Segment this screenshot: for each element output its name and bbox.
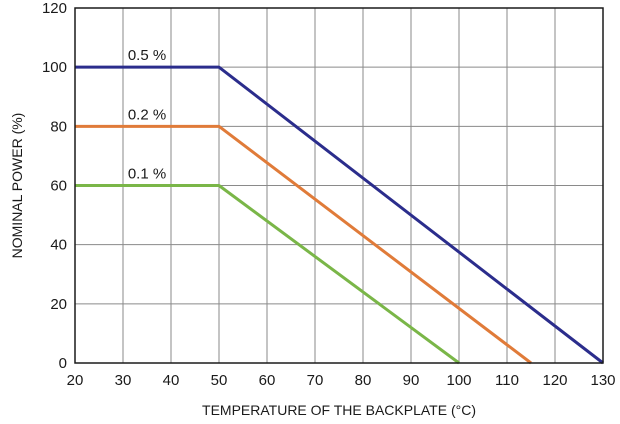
x-axis-label: TEMPERATURE OF THE BACKPLATE (°C) (202, 402, 476, 418)
x-tick-label: 100 (446, 372, 471, 389)
x-tick-label: 110 (495, 372, 519, 389)
x-tick-label: 30 (115, 372, 132, 389)
series-lines (75, 65, 604, 365)
x-tick-label: 20 (67, 372, 84, 389)
y-tick-label: 0 (59, 355, 67, 372)
series-line (75, 184, 460, 365)
x-tick-label: 60 (259, 372, 276, 389)
plot-frame (74, 7, 604, 364)
y-tick-label: 40 (50, 237, 67, 254)
series-line (75, 65, 604, 365)
y-tick-label: 80 (50, 118, 67, 135)
y-tick-labels: 0 20 40 60 80 100 120 (42, 0, 67, 372)
series-label: 0.2 % (128, 106, 166, 123)
y-tick-label: 120 (42, 0, 67, 17)
series-line (75, 124, 532, 365)
x-tick-label: 130 (590, 372, 615, 389)
y-tick-label: 100 (42, 59, 67, 76)
x-tick-label: 90 (403, 372, 420, 389)
series-labels: 0.5 % 0.2 % 0.1 % (128, 47, 166, 182)
series-label: 0.5 % (128, 47, 166, 64)
x-tick-label: 120 (542, 372, 567, 389)
y-axis-label: NOMINAL POWER (%) (9, 113, 25, 259)
series-label: 0.1 % (128, 166, 166, 183)
y-tick-label: 60 (50, 178, 67, 195)
x-tick-labels: 20 30 40 50 60 70 80 90 100 110 120 130 (67, 372, 616, 389)
x-tick-label: 70 (307, 372, 324, 389)
x-tick-label: 80 (355, 372, 372, 389)
y-tick-label: 20 (50, 296, 67, 313)
x-tick-label: 50 (211, 372, 228, 389)
x-tick-label: 40 (163, 372, 180, 389)
